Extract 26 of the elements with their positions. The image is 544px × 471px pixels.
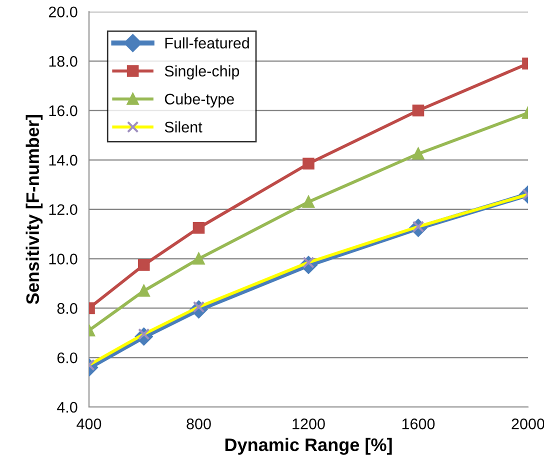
y-tick-label: 6.0 — [57, 352, 78, 364]
x-tick-label: 800 — [186, 418, 211, 430]
y-axis-title: Sensitivity [F-number] — [26, 115, 43, 304]
x-tick-label: 2000 — [512, 418, 544, 430]
point — [192, 222, 205, 234]
point — [138, 284, 150, 297]
point — [192, 252, 205, 265]
y-tick-label: 10.0 — [49, 254, 78, 264]
point — [302, 158, 314, 170]
y-tick-label: 18.0 — [49, 56, 78, 67]
point — [302, 196, 314, 208]
y-tick-label: 20.0 — [48, 6, 78, 18]
y-tick-label: 14.0 — [49, 154, 78, 166]
legend-label: Full-featured — [165, 37, 249, 49]
y-tick-label: 16.0 — [49, 105, 78, 116]
legend-label: Cube-type — [164, 93, 234, 108]
legend-label: Silent — [164, 121, 202, 133]
x-tick-label: 400 — [76, 418, 102, 430]
x-axis-title: Dynamic Range [%] — [225, 438, 392, 455]
y-tick-label: 8.0 — [57, 303, 78, 314]
legend-label: Single-chip — [164, 65, 240, 80]
y-tick-label: 4.0 — [57, 402, 78, 413]
x-tick-label: 1600 — [402, 418, 435, 430]
point — [138, 259, 150, 271]
y-tick-label: 12.0 — [49, 204, 78, 216]
x-tick-label: 1200 — [292, 418, 325, 430]
